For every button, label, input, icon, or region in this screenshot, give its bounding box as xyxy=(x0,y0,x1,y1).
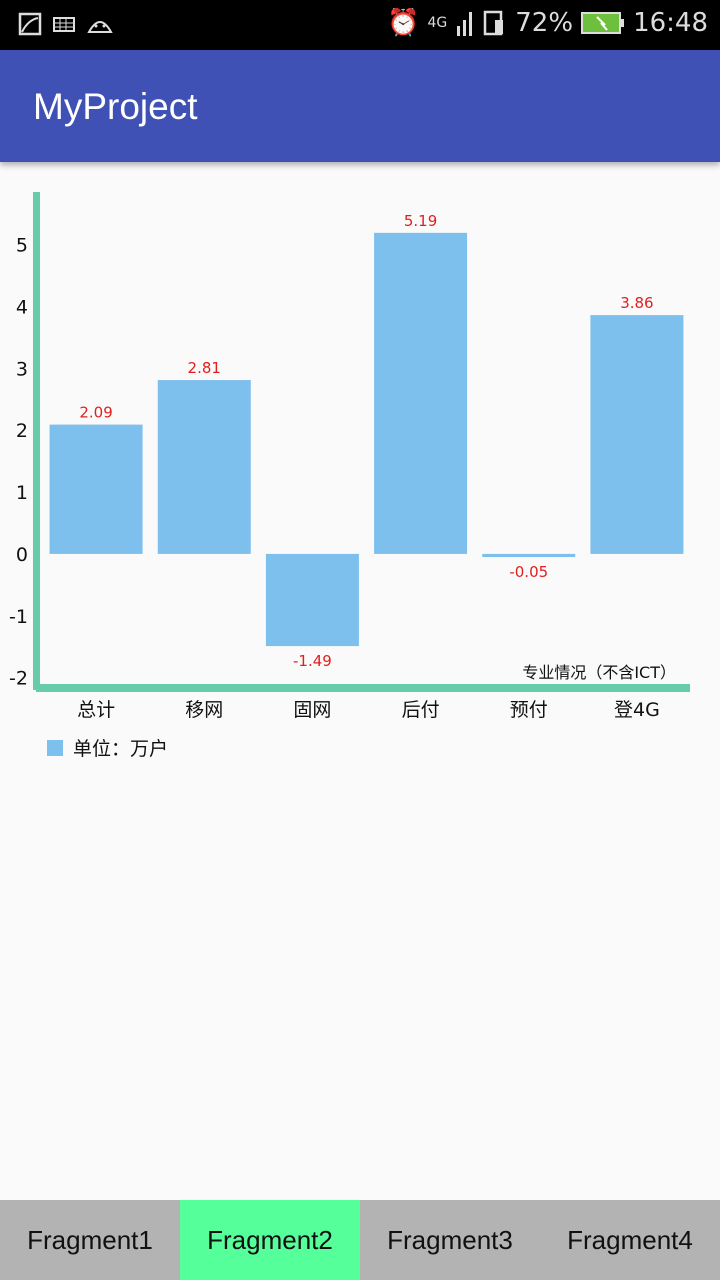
y-axis-line xyxy=(33,192,40,690)
keyboard-icon xyxy=(53,17,75,32)
data-label: 2.09 xyxy=(79,404,112,422)
signal-icon xyxy=(457,12,473,36)
status-bar: ⏰ 4G 72% 16:48 xyxy=(0,0,720,50)
y-tick-label: 2 xyxy=(16,420,28,442)
bar-登4G xyxy=(590,315,684,554)
data-label: 2.81 xyxy=(188,359,221,377)
tab-fragment4[interactable]: Fragment4 xyxy=(567,1224,693,1255)
data-label: -1.49 xyxy=(293,652,332,670)
x-tick-label: 后付 xyxy=(402,699,440,721)
y-tick-label: -1 xyxy=(9,606,28,628)
app-bar: MyProject xyxy=(0,50,720,162)
data-label: 5.19 xyxy=(404,212,437,230)
battery-percent: 72% xyxy=(515,8,574,38)
y-tick-label: 0 xyxy=(16,544,28,566)
bar-总计 xyxy=(49,424,143,554)
tab-fragment3[interactable]: Fragment3 xyxy=(387,1224,513,1255)
bar-预付 xyxy=(482,553,576,557)
legend-label: 单位：万户 xyxy=(73,738,168,760)
android-icon xyxy=(87,21,113,33)
bar-移网 xyxy=(157,380,251,554)
data-label: -0.05 xyxy=(509,563,548,581)
y-tick-label: 5 xyxy=(16,235,28,257)
x-tick-label: 登4G xyxy=(614,699,660,721)
bar-后付 xyxy=(374,232,468,554)
tab-fragment1[interactable]: Fragment1 xyxy=(27,1224,153,1255)
tab-fragment2[interactable]: Fragment2 xyxy=(180,1200,360,1280)
x-tick-label: 移网 xyxy=(185,699,223,721)
x-tick-label: 预付 xyxy=(510,699,548,721)
y-tick-label: 4 xyxy=(16,296,28,318)
signal-4g-icon: 4G xyxy=(427,15,448,31)
image-icon xyxy=(18,12,42,36)
y-tick-label: -2 xyxy=(9,668,28,690)
bar-固网 xyxy=(265,553,359,647)
x-tick-label: 总计 xyxy=(77,699,115,721)
bar-chart: 2.09 总计 2.81 移网 -1.49 固网 5.19 后付 -0.05 预付 3.86 登4G 5… xyxy=(9,192,690,760)
data-label: 3.86 xyxy=(620,294,653,312)
battery-icon xyxy=(581,12,625,34)
alarm-icon: ⏰ xyxy=(387,8,420,38)
legend-swatch xyxy=(47,740,63,756)
y-tick-label: 3 xyxy=(16,358,28,380)
bottom-tabs: Fragment1 Fragment2 Fragment3 Fragment4 xyxy=(0,1200,720,1280)
x-axis-line xyxy=(36,684,690,692)
sim-alert-icon xyxy=(484,10,504,36)
clock: 16:48 xyxy=(633,8,708,38)
chart-description: 专业情况（不含ICT） xyxy=(522,663,676,682)
x-tick-label: 固网 xyxy=(293,699,331,721)
y-tick-label: 1 xyxy=(16,482,28,504)
app-title: MyProject xyxy=(33,86,198,127)
